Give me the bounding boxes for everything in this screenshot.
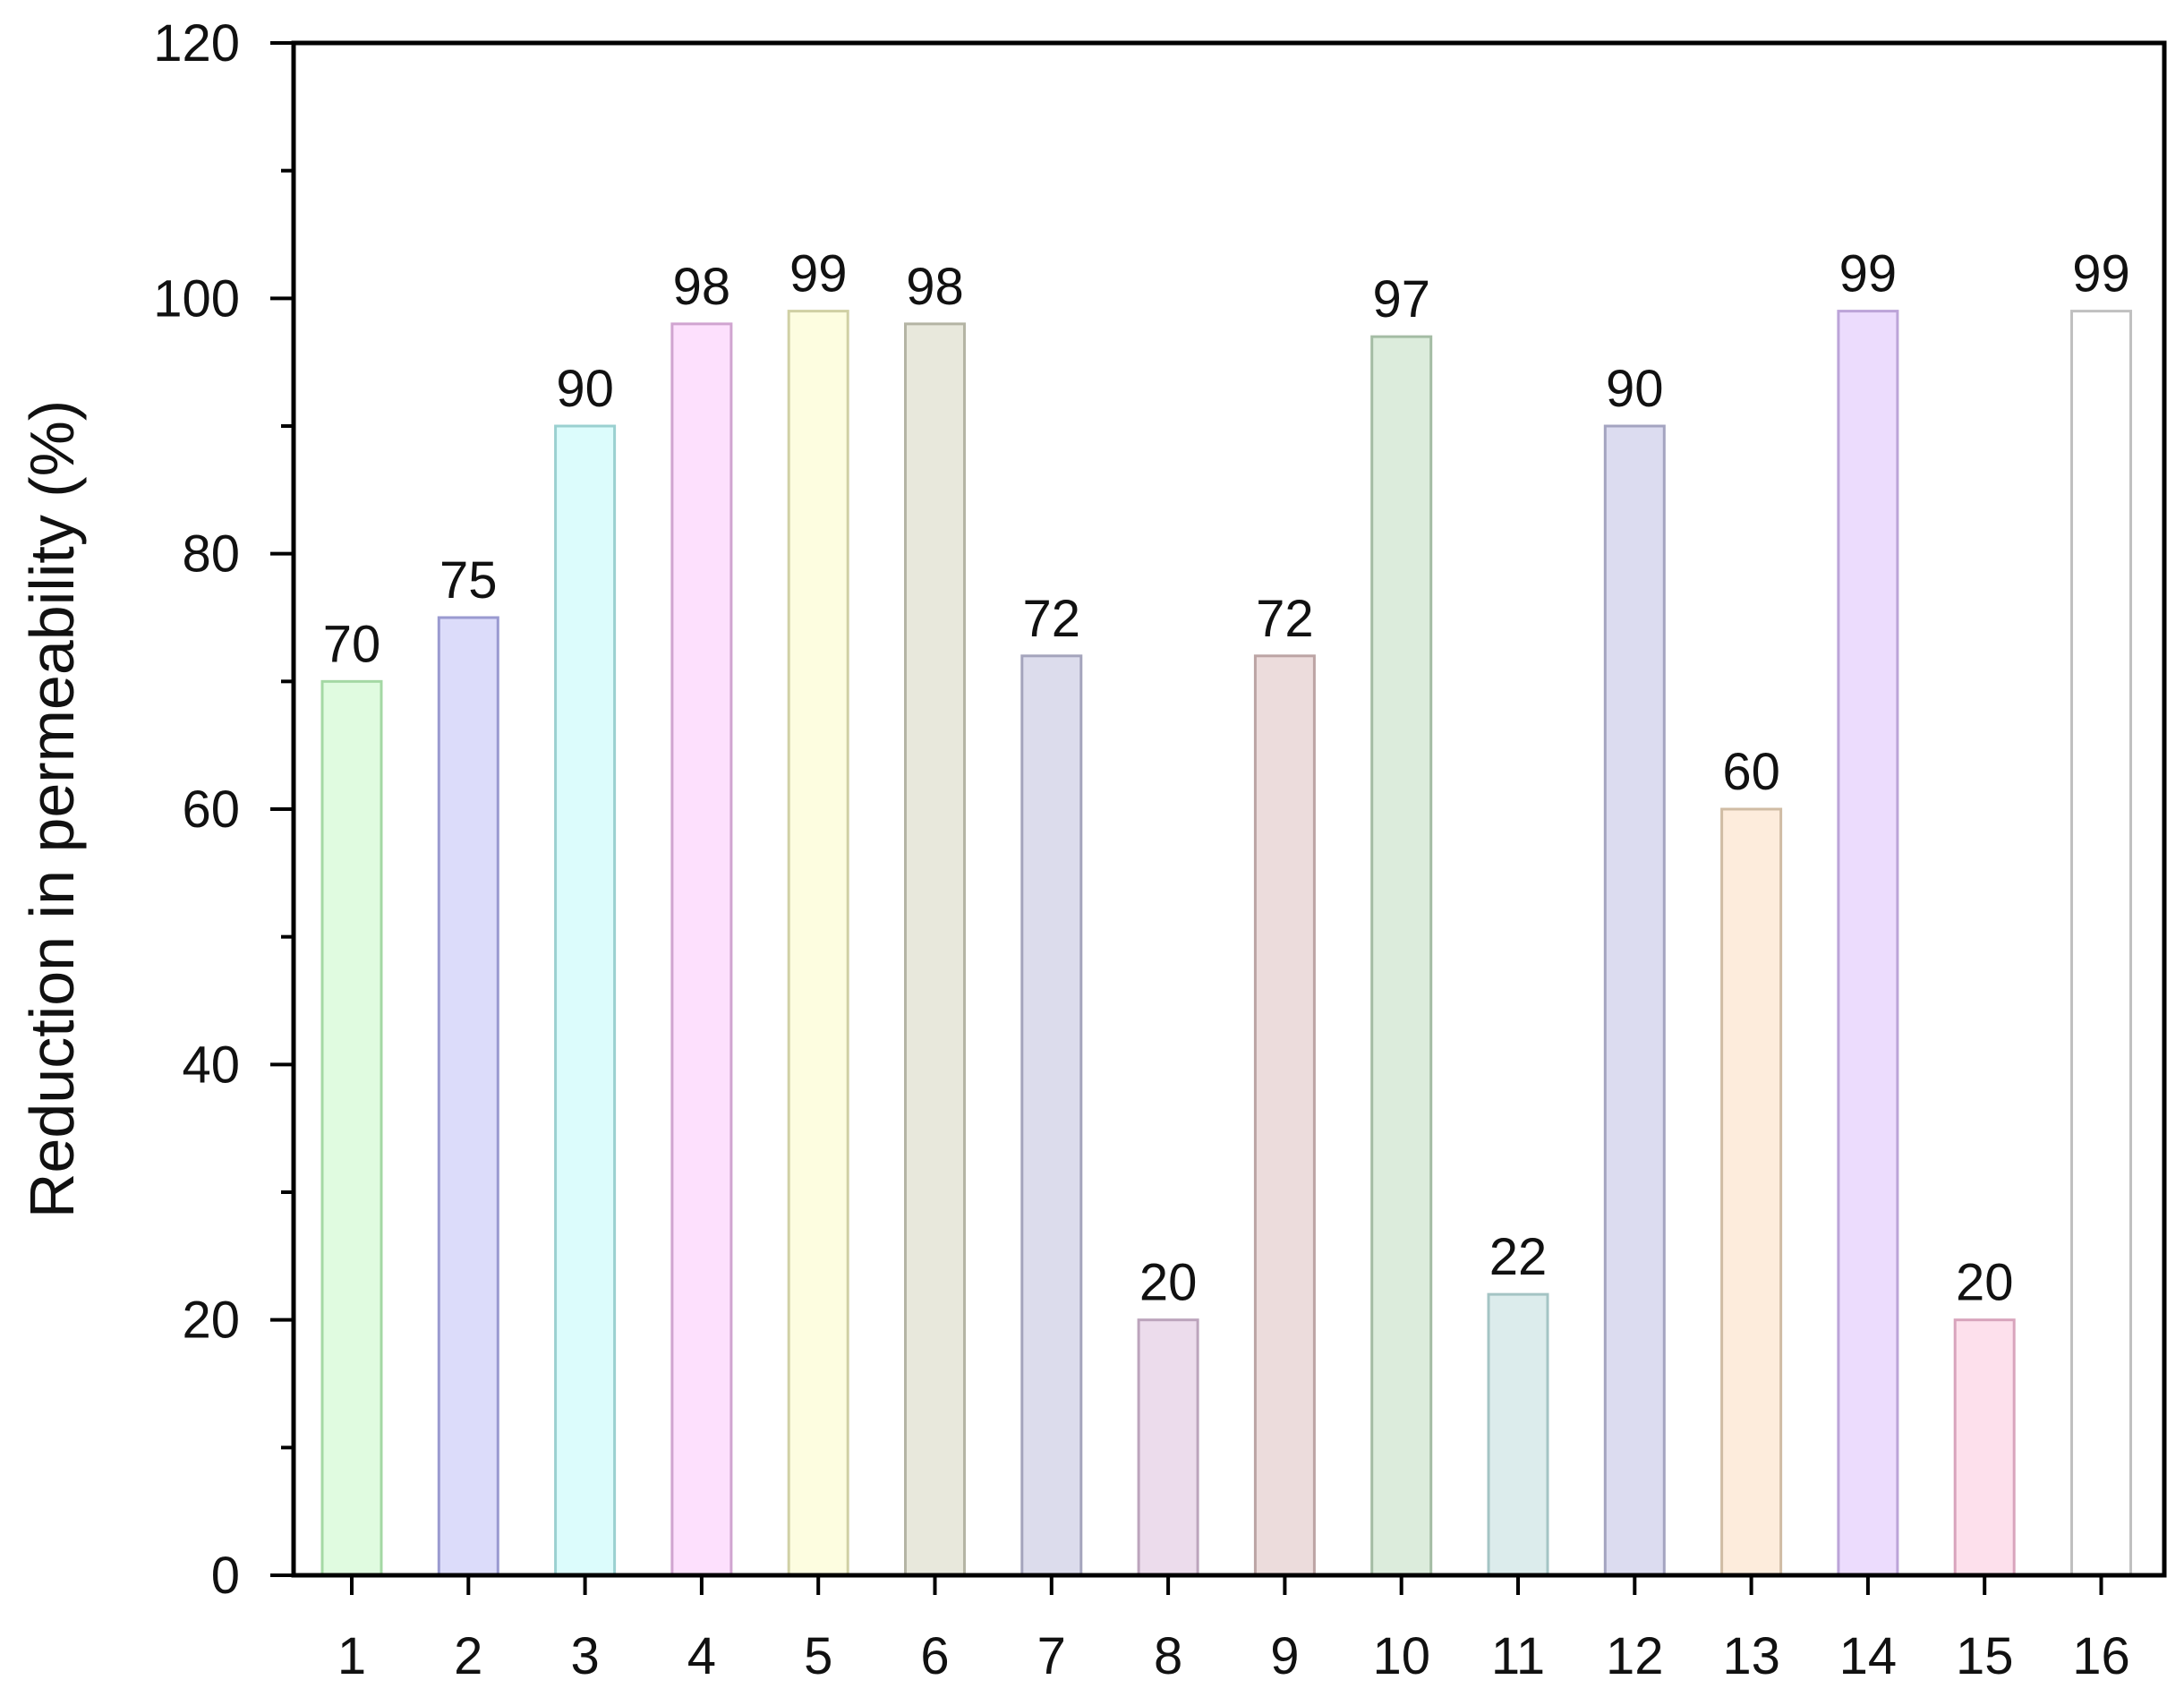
x-tick-label-15: 15 bbox=[1956, 1627, 2014, 1685]
data-label-13: 60 bbox=[1722, 743, 1780, 801]
y-tick-label-120: 120 bbox=[153, 14, 240, 72]
bar-14 bbox=[1837, 310, 1899, 1577]
bar-13 bbox=[1720, 807, 1783, 1577]
y-tick-label-100: 100 bbox=[153, 269, 240, 328]
x-tick-label-1: 1 bbox=[337, 1627, 366, 1685]
data-label-10: 97 bbox=[1372, 270, 1430, 328]
y-axis-ticks: 0 20 40 60 80 100 120 bbox=[153, 14, 294, 1605]
data-label-6: 98 bbox=[906, 258, 964, 316]
x-tick-label-9: 9 bbox=[1270, 1627, 1299, 1685]
data-label-8: 20 bbox=[1139, 1254, 1198, 1312]
x-tick-label-8: 8 bbox=[1154, 1627, 1182, 1685]
x-tick-label-12: 12 bbox=[1606, 1627, 1664, 1685]
bar-10 bbox=[1370, 335, 1433, 1577]
x-tick-label-7: 7 bbox=[1037, 1627, 1066, 1685]
data-labels-layer: 70 75 90 98 99 98 72 20 72 97 22 90 60 99 20 99 bbox=[323, 245, 2130, 1312]
data-label-16: 99 bbox=[2072, 245, 2130, 303]
y-tick-label-0: 0 bbox=[211, 1547, 240, 1605]
bars-layer bbox=[320, 310, 2132, 1577]
x-tick-label-3: 3 bbox=[570, 1627, 599, 1685]
data-label-2: 75 bbox=[439, 551, 498, 610]
x-axis-ticks: 1 2 3 4 5 6 7 8 9 10 11 12 13 14 15 16 bbox=[337, 1575, 2130, 1685]
data-label-7: 72 bbox=[1023, 590, 1081, 648]
data-label-3: 90 bbox=[556, 360, 614, 418]
x-tick-label-10: 10 bbox=[1372, 1627, 1430, 1685]
x-tick-label-6: 6 bbox=[920, 1627, 949, 1685]
x-tick-label-5: 5 bbox=[804, 1627, 832, 1685]
x-tick-label-2: 2 bbox=[454, 1627, 482, 1685]
y-tick-label-60: 60 bbox=[182, 780, 240, 839]
y-axis-label: Reduction in permeability (%) bbox=[17, 400, 87, 1218]
data-label-4: 98 bbox=[673, 258, 731, 316]
data-label-12: 90 bbox=[1606, 360, 1664, 418]
y-tick-label-20: 20 bbox=[182, 1292, 240, 1350]
data-label-5: 99 bbox=[789, 245, 848, 303]
data-label-1: 70 bbox=[323, 615, 381, 673]
bar-5 bbox=[787, 310, 849, 1577]
bar-7 bbox=[1020, 654, 1083, 1577]
bar-2 bbox=[437, 616, 499, 1577]
bar-11 bbox=[1487, 1292, 1549, 1577]
bar-1 bbox=[320, 679, 383, 1577]
x-tick-label-13: 13 bbox=[1722, 1627, 1780, 1685]
data-label-15: 20 bbox=[1956, 1254, 2014, 1312]
bar-4 bbox=[670, 322, 733, 1577]
bar-12 bbox=[1603, 424, 1666, 1577]
bar-16 bbox=[2070, 310, 2132, 1577]
bar-3 bbox=[554, 424, 617, 1577]
x-tick-label-16: 16 bbox=[2072, 1627, 2130, 1685]
y-tick-label-40: 40 bbox=[182, 1036, 240, 1094]
data-label-11: 22 bbox=[1489, 1228, 1548, 1286]
x-tick-label-11: 11 bbox=[1491, 1627, 1545, 1685]
x-tick-label-4: 4 bbox=[687, 1627, 716, 1685]
x-tick-label-14: 14 bbox=[1839, 1627, 1898, 1685]
bar-15 bbox=[1953, 1318, 2016, 1577]
bar-8 bbox=[1137, 1318, 1199, 1577]
y-tick-label-80: 80 bbox=[182, 525, 240, 584]
bar-9 bbox=[1253, 654, 1316, 1577]
data-label-14: 99 bbox=[1839, 245, 1898, 303]
bar-6 bbox=[904, 322, 966, 1577]
data-label-9: 72 bbox=[1256, 590, 1314, 648]
